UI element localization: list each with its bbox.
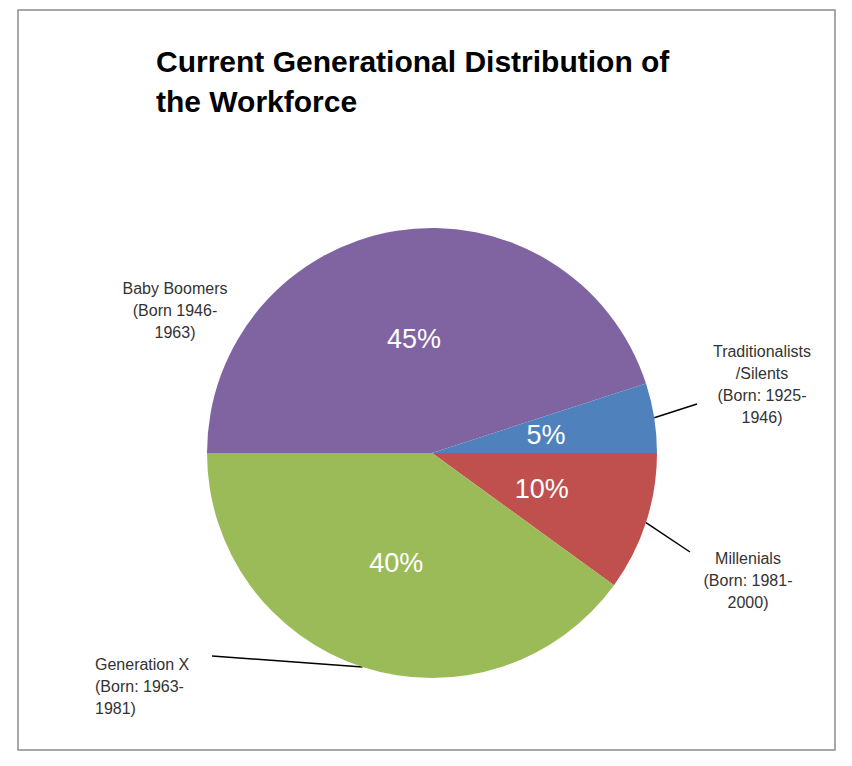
svg-text:2000): 2000) <box>728 594 769 611</box>
svg-text:(Born: 1925-: (Born: 1925- <box>718 387 807 404</box>
svg-text:Generation X: Generation X <box>95 656 190 673</box>
svg-text:1963): 1963) <box>155 324 196 341</box>
svg-text:(Born: 1963-: (Born: 1963- <box>95 678 184 695</box>
svg-text:5%: 5% <box>527 420 566 450</box>
svg-text:Millenials: Millenials <box>715 550 781 567</box>
svg-text:(Born: 1981-: (Born: 1981- <box>704 572 793 589</box>
svg-text:10%: 10% <box>515 474 569 504</box>
svg-text:45%: 45% <box>387 324 441 354</box>
svg-text:1946): 1946) <box>742 409 783 426</box>
svg-text:Traditionalists: Traditionalists <box>713 343 811 360</box>
svg-text:40%: 40% <box>369 548 423 578</box>
svg-text:the Workforce: the Workforce <box>156 85 357 118</box>
svg-text:Baby Boomers: Baby Boomers <box>123 280 228 297</box>
svg-text:(Born 1946-: (Born 1946- <box>133 302 218 319</box>
svg-text:Current Generational Distribut: Current Generational Distribution of <box>156 45 678 78</box>
svg-text:/Silents: /Silents <box>736 365 788 382</box>
svg-text:1981): 1981) <box>95 700 136 717</box>
